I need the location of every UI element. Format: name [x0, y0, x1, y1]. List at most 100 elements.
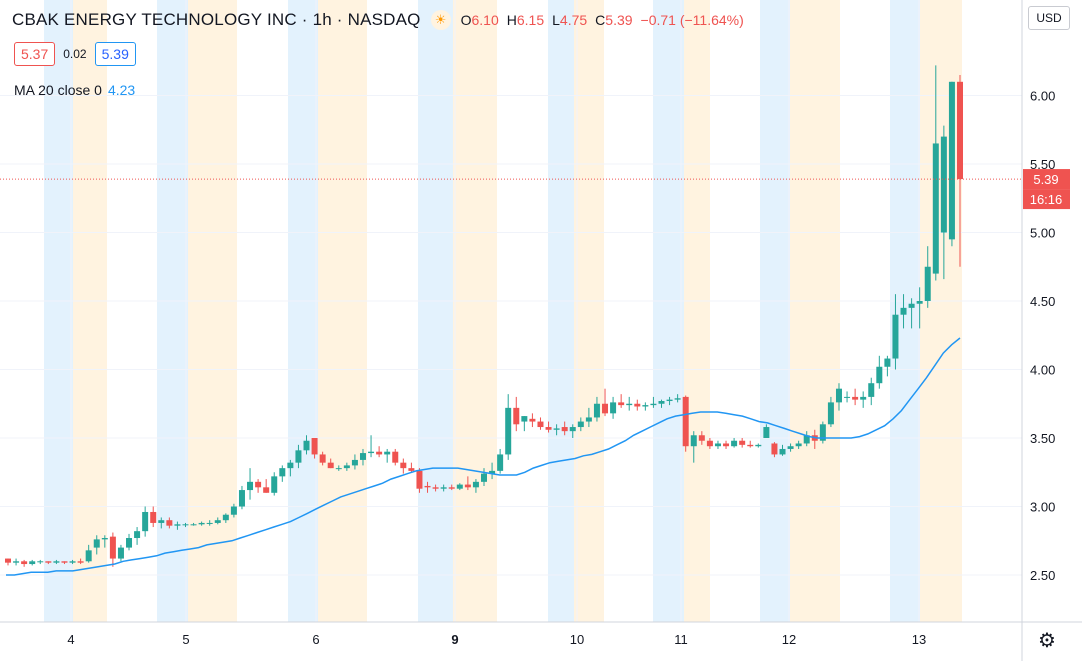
- candle-body[interactable]: [311, 438, 318, 455]
- candle-body[interactable]: [545, 427, 552, 430]
- candle-body[interactable]: [464, 484, 471, 488]
- candle-body[interactable]: [618, 402, 625, 406]
- candle-body[interactable]: [489, 470, 496, 474]
- candle-body[interactable]: [150, 511, 157, 523]
- candle-body[interactable]: [513, 407, 520, 425]
- candle-body[interactable]: [432, 487, 439, 489]
- candle-body[interactable]: [400, 462, 407, 469]
- candle-body[interactable]: [238, 490, 245, 507]
- candle-body[interactable]: [481, 473, 487, 482]
- candle-body[interactable]: [795, 443, 802, 447]
- candle-body[interactable]: [287, 462, 294, 469]
- candle-body[interactable]: [142, 511, 149, 532]
- candle-body[interactable]: [53, 561, 60, 563]
- candle-body[interactable]: [198, 522, 205, 525]
- candle-body[interactable]: [884, 358, 891, 367]
- candle-body[interactable]: [763, 427, 770, 438]
- candle-body[interactable]: [860, 396, 867, 400]
- candle-body[interactable]: [497, 454, 504, 471]
- candle-body[interactable]: [835, 388, 842, 403]
- candle-body[interactable]: [852, 396, 859, 400]
- candle-body[interactable]: [940, 136, 947, 233]
- candle-body[interactable]: [698, 435, 705, 441]
- candle-body[interactable]: [771, 443, 778, 455]
- candle-body[interactable]: [303, 440, 310, 451]
- candle-body[interactable]: [610, 402, 617, 414]
- candle-body[interactable]: [602, 403, 609, 414]
- candle-body[interactable]: [731, 440, 738, 447]
- candle-body[interactable]: [440, 487, 447, 489]
- candle-body[interactable]: [626, 403, 633, 406]
- candle-body[interactable]: [553, 428, 560, 430]
- candle-body[interactable]: [126, 538, 133, 548]
- candle-body[interactable]: [45, 561, 52, 563]
- candle-body[interactable]: [206, 522, 213, 524]
- candle-body[interactable]: [13, 561, 20, 563]
- candle-body[interactable]: [892, 314, 899, 359]
- candle-body[interactable]: [803, 435, 810, 444]
- candle-body[interactable]: [723, 443, 730, 447]
- candle-body[interactable]: [827, 402, 834, 425]
- candle-body[interactable]: [755, 444, 762, 447]
- candle-body[interactable]: [166, 520, 173, 526]
- candle-body[interactable]: [666, 399, 673, 402]
- candle-body[interactable]: [747, 444, 754, 447]
- buy-button[interactable]: 5.39: [94, 42, 136, 66]
- candle-body[interactable]: [359, 453, 366, 460]
- candle-body[interactable]: [295, 450, 302, 463]
- candle-body[interactable]: [182, 524, 189, 526]
- candle-body[interactable]: [472, 481, 479, 488]
- candle-body[interactable]: [690, 435, 697, 447]
- settings-gear-icon[interactable]: ⚙: [1038, 630, 1056, 652]
- candle-body[interactable]: [247, 481, 254, 491]
- candle-body[interactable]: [255, 481, 262, 488]
- candle-body[interactable]: [190, 524, 197, 526]
- candle-body[interactable]: [900, 307, 907, 315]
- candle-body[interactable]: [335, 468, 342, 470]
- candle-body[interactable]: [456, 484, 463, 489]
- candle-body[interactable]: [505, 407, 512, 455]
- candle-body[interactable]: [134, 531, 141, 539]
- symbol-title[interactable]: CBAK ENERGY TECHNOLOGY INC · 1h · NASDAQ: [12, 10, 421, 29]
- candle-body[interactable]: [658, 401, 665, 404]
- candle-body[interactable]: [61, 561, 68, 563]
- candle-body[interactable]: [561, 427, 568, 432]
- candle-body[interactable]: [706, 440, 713, 447]
- candle-body[interactable]: [585, 417, 592, 422]
- candle-body[interactable]: [368, 451, 375, 454]
- candle-body[interactable]: [343, 465, 350, 469]
- candle-body[interactable]: [271, 476, 278, 493]
- candle-body[interactable]: [5, 558, 11, 563]
- candle-body[interactable]: [924, 266, 931, 301]
- candle-body[interactable]: [819, 424, 826, 441]
- candle-body[interactable]: [682, 396, 689, 447]
- candle-body[interactable]: [376, 451, 383, 455]
- candle-body[interactable]: [319, 454, 326, 463]
- candle-body[interactable]: [101, 538, 108, 540]
- candle-body[interactable]: [844, 396, 851, 398]
- candle-body[interactable]: [77, 561, 84, 563]
- candle-body[interactable]: [787, 446, 794, 449]
- candle-body[interactable]: [916, 301, 923, 304]
- candle-body[interactable]: [37, 561, 44, 563]
- candle-body[interactable]: [21, 561, 28, 565]
- candle-body[interactable]: [876, 366, 883, 384]
- sell-button[interactable]: 5.37: [14, 42, 56, 66]
- candle-body[interactable]: [739, 440, 746, 445]
- candle-body[interactable]: [263, 487, 270, 493]
- candle-body[interactable]: [714, 443, 721, 447]
- candle-body[interactable]: [29, 561, 36, 565]
- currency-button[interactable]: USD: [1028, 6, 1070, 30]
- candle-body[interactable]: [351, 459, 358, 466]
- candle-body[interactable]: [279, 468, 286, 477]
- candle-body[interactable]: [109, 536, 116, 559]
- candle-body[interactable]: [392, 451, 399, 463]
- candle-body[interactable]: [424, 485, 431, 488]
- candle-body[interactable]: [448, 487, 455, 489]
- candle-body[interactable]: [932, 143, 939, 274]
- candle-body[interactable]: [85, 550, 92, 562]
- candle-body[interactable]: [868, 383, 875, 397]
- candle-body[interactable]: [222, 514, 229, 521]
- candle-body[interactable]: [957, 81, 963, 180]
